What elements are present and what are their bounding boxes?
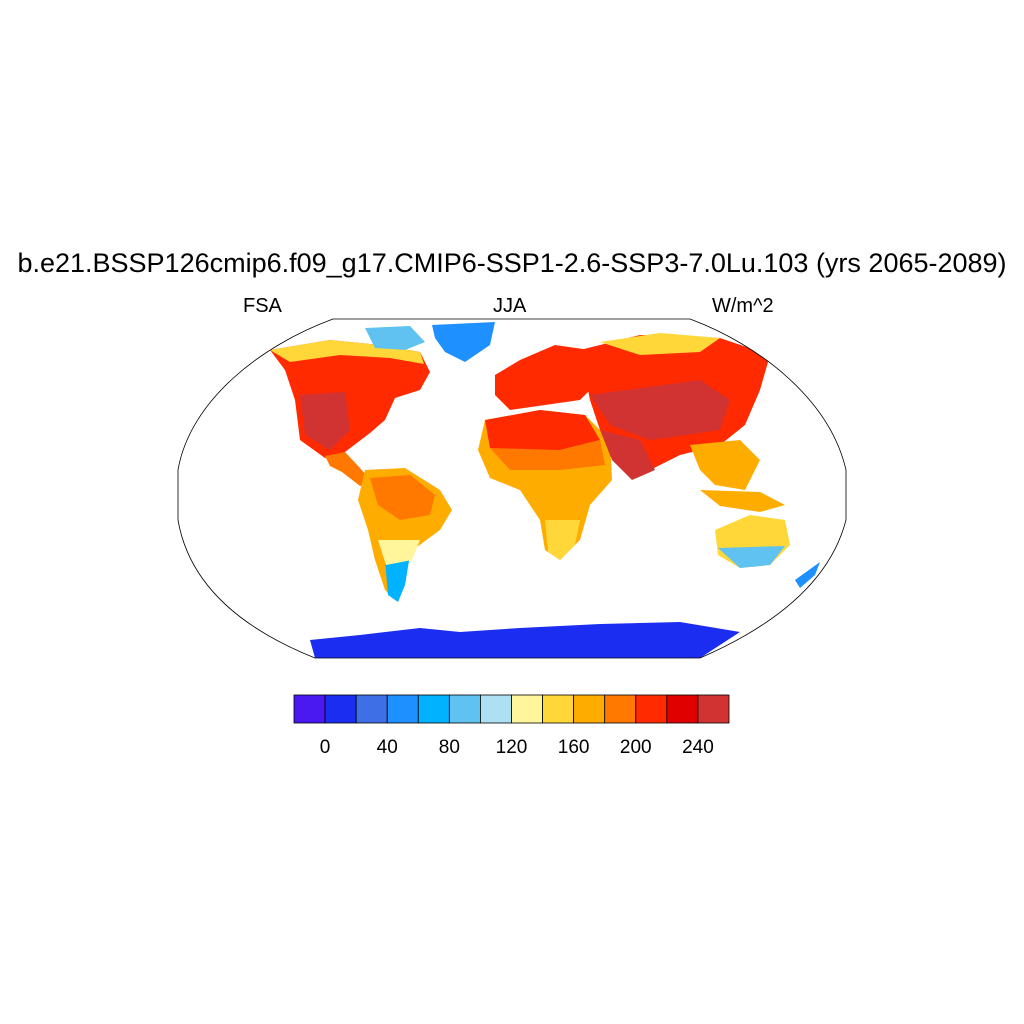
antarctica	[310, 622, 740, 658]
europe	[495, 345, 600, 410]
australia-south	[718, 546, 785, 568]
colorbar-box	[573, 694, 606, 724]
southern-cone	[378, 540, 420, 565]
sahel	[490, 440, 605, 470]
canada-arctic	[365, 326, 425, 350]
central-asia-hot	[590, 380, 730, 440]
siberia-coast	[600, 333, 720, 355]
colorbar-box	[448, 694, 481, 724]
amazon	[370, 475, 435, 520]
plot-title: b.e21.BSSP126cmip6.f09_g17.CMIP6-SSP1-2.…	[17, 248, 1007, 278]
southern-africa	[545, 520, 580, 560]
colorbar-tick-label: 40	[377, 737, 398, 758]
patagonia	[385, 555, 410, 602]
colorbar-tick-label: 240	[682, 737, 714, 758]
colorbar-box	[417, 694, 450, 724]
greenland	[432, 322, 495, 362]
map-outline	[177, 318, 847, 659]
colorbar-box	[324, 694, 357, 724]
colorbar-tick-label: 160	[558, 737, 590, 758]
us-west-hot	[300, 392, 350, 450]
variable-label: FSA	[243, 295, 282, 317]
colorbar-box	[697, 694, 730, 724]
colorbar-box	[355, 694, 388, 724]
season-label: JJA	[493, 295, 527, 317]
colorbar-box	[542, 694, 575, 724]
units-label: W/m^2	[712, 295, 774, 317]
colorbar-tick-label: 200	[620, 737, 652, 758]
colorbar-box	[635, 694, 668, 724]
colorbar-box	[666, 694, 699, 724]
colorbar-box	[293, 694, 326, 724]
colorbar-box	[480, 694, 512, 724]
indonesia	[700, 490, 785, 512]
colorbar-box	[511, 694, 543, 724]
colorbar-tick-label: 0	[320, 737, 331, 758]
new-zealand	[795, 562, 820, 588]
colorbar-box	[386, 694, 419, 724]
colorbar-tick-label: 120	[496, 737, 528, 758]
central-america	[325, 452, 372, 486]
colorbar-box	[604, 694, 637, 724]
southeast-asia	[690, 440, 760, 490]
colorbar-tick-label: 80	[439, 737, 460, 758]
sahara	[485, 410, 600, 452]
arabia	[600, 430, 655, 480]
